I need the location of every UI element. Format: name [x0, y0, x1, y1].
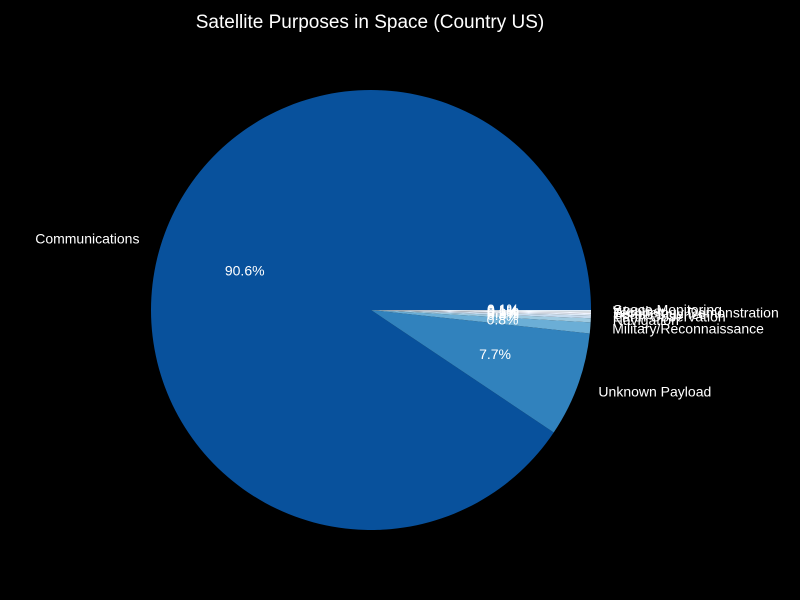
slice-percent-space-science: 0.1% [487, 304, 519, 320]
chart-title: Satellite Purposes in Space (Country US) [196, 12, 545, 33]
pie-slice-unknown-payload [371, 310, 590, 433]
pie-slice-technology-demonstration [371, 310, 591, 315]
slice-label-unknown-payload: Unknown Payload [598, 383, 711, 399]
slice-percent-technology-demonstration: 0.1% [487, 303, 519, 319]
slice-percent-weather: 0.1% [487, 302, 519, 318]
slice-percent-navigation: 0.3% [487, 307, 519, 323]
slice-label-space-monitoring: Space Monitoring [613, 301, 722, 317]
slice-percent-space-monitoring: 0.1% [487, 301, 519, 317]
slice-percent-military-reconnaissance: 0.8% [487, 311, 519, 327]
pie-slice-navigation [371, 310, 591, 323]
pie-slice-space-monitoring [371, 310, 591, 312]
pie-labels: Communications 90.6% Unknown Payload 7.7% Mi… [35, 230, 779, 399]
pie-slices [150, 89, 592, 530]
slice-label-communications: Communications [35, 230, 139, 246]
slice-percent-unknown-payload: 7.7% [479, 346, 511, 362]
slice-label-space-science: Space Science [613, 306, 707, 322]
slice-label-navigation: Navigation [613, 312, 679, 328]
slice-percent-communications: 90.6% [225, 262, 265, 278]
slice-label-earth-observation: Earth Observation [613, 308, 726, 324]
slice-label-weather: Weather [613, 303, 666, 319]
pie-slice-earth-observation [371, 310, 591, 319]
slice-label-military-reconnaissance: Military/Reconnaissance [612, 320, 764, 336]
slice-label-technology-demonstration: Technology Demonstration [613, 305, 779, 321]
pie-slice-space-science [371, 310, 591, 316]
slice-percent-earth-observation: 0.2% [487, 305, 519, 321]
pie-slice-weather [371, 310, 591, 313]
pie-slice-military-reconnaissance [371, 310, 591, 334]
